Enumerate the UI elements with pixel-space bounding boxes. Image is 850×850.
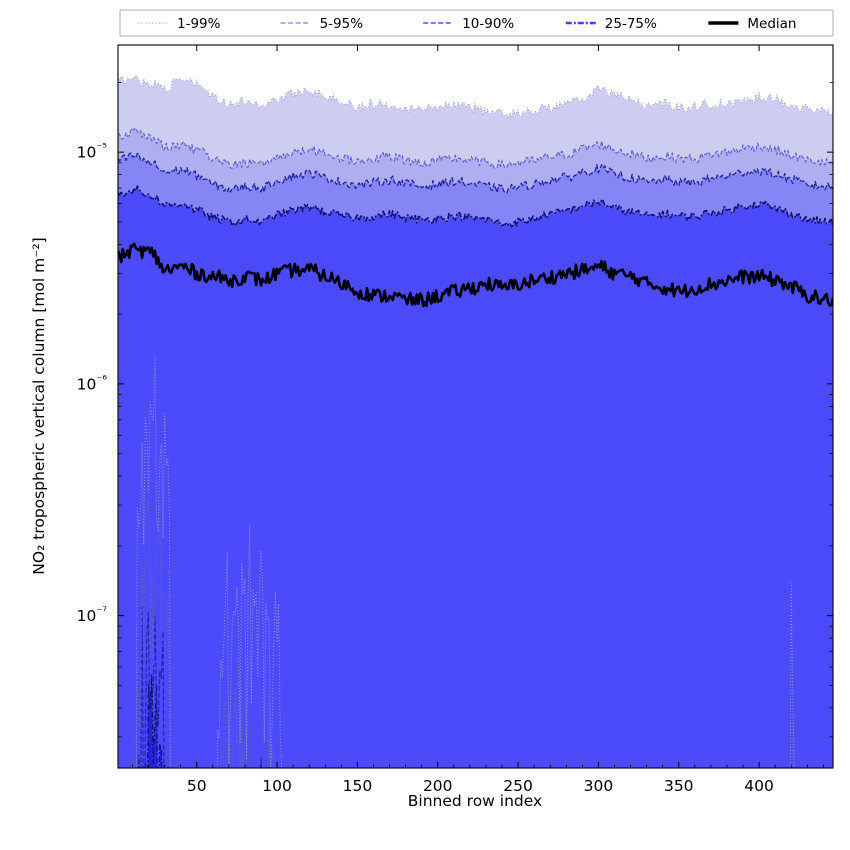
x-tick-label: 150 bbox=[343, 777, 373, 795]
x-tick-label: 400 bbox=[744, 777, 774, 795]
edge-line-p90 bbox=[118, 152, 833, 194]
y-axis-tick-labels: 10⁻⁵ 10⁻⁶ 10⁻⁷ bbox=[77, 141, 108, 625]
legend-label-median: Median bbox=[747, 16, 796, 32]
legend-label-1-99: 1-99% bbox=[177, 16, 221, 32]
y-tick-label: 10⁻⁶ bbox=[77, 372, 108, 393]
x-tick-label: 200 bbox=[423, 777, 453, 795]
edge-line-p95 bbox=[118, 127, 833, 169]
x-tick-label: 50 bbox=[187, 777, 207, 795]
y-axis-title: NO₂ tropospheric vertical column [mol m⁻… bbox=[30, 237, 48, 574]
edge-line-p99 bbox=[118, 75, 833, 120]
x-tick-label: 300 bbox=[584, 777, 614, 795]
x-tick-label: 350 bbox=[664, 777, 694, 795]
y-tick-label: 10⁻⁷ bbox=[77, 604, 108, 625]
legend-items-group: 1-99% 5-95% 10-90% 25-75% Median bbox=[138, 16, 797, 32]
x-axis-ticks bbox=[132, 45, 824, 768]
legend-label-25-75: 25-75% bbox=[605, 16, 657, 32]
legend-label-10-90: 10-90% bbox=[462, 16, 514, 32]
percentile-bands-group bbox=[118, 75, 833, 768]
x-tick-label: 100 bbox=[262, 777, 292, 795]
x-axis-tick-labels: 50 100 150 200 250 300 350 400 bbox=[187, 777, 774, 795]
y-axis-ticks bbox=[118, 81, 833, 738]
x-tick-label: 250 bbox=[503, 777, 533, 795]
median-group bbox=[118, 242, 833, 308]
legend-label-5-95: 5-95% bbox=[320, 16, 364, 32]
percentile-edge-lines-group bbox=[118, 75, 833, 768]
band-25-75 bbox=[118, 186, 833, 768]
x-axis-title: Binned row index bbox=[408, 792, 542, 810]
chart-legend[interactable]: 1-99% 5-95% 10-90% 25-75% Median bbox=[119, 9, 834, 37]
y-tick-label: 10⁻⁵ bbox=[77, 141, 108, 162]
edge-line-p75 bbox=[118, 185, 833, 228]
legend-frame bbox=[119, 9, 834, 37]
median-line bbox=[118, 242, 833, 308]
